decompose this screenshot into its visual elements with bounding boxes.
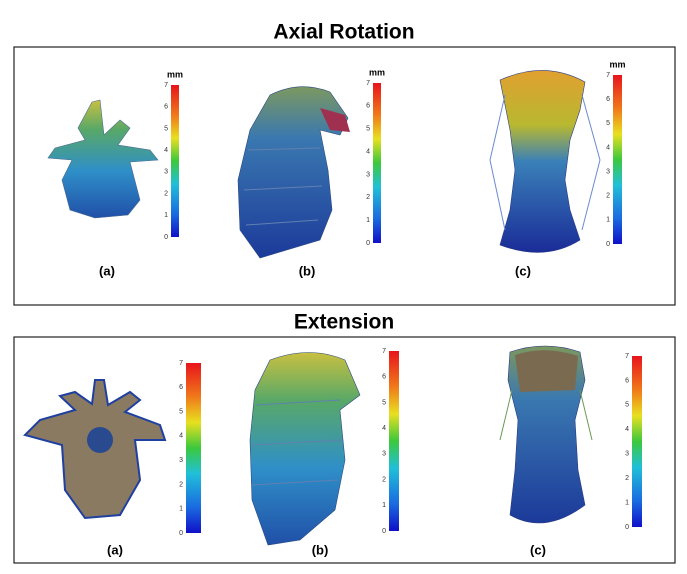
colorbar-tick-label: 5	[164, 125, 168, 132]
colorbar-tick-label: 4	[366, 148, 370, 155]
colorbar-tick-label: 6	[625, 377, 629, 384]
colorbar-tick-label: 3	[625, 451, 629, 458]
colorbar-tick-label: 3	[179, 457, 183, 464]
colorbar-tick-label: 3	[366, 171, 370, 178]
colorbar-tick-label: 7	[179, 360, 183, 367]
subfigure-label: (a)	[107, 542, 123, 557]
lumbar-side-view	[237, 86, 350, 259]
subfigure-label: (c)	[530, 542, 546, 557]
colorbar-unit: mm	[369, 67, 385, 77]
colorbar-tick-label: 3	[164, 169, 168, 176]
colorbar-tick-label: 6	[164, 104, 168, 111]
colorbar-tick-label: 1	[366, 217, 370, 224]
colorbar-tick-label: 6	[179, 384, 183, 391]
lumbar-back-view	[489, 70, 601, 253]
colorbar-tick-label: 5	[625, 402, 629, 409]
panel-frame	[13, 46, 676, 306]
colorbar-tick-label: 3	[382, 451, 386, 458]
subfigure-label: (c)	[515, 263, 531, 278]
colorbar-tick-label: 7	[366, 80, 370, 87]
colorbar	[171, 85, 179, 237]
colorbar-tick-label: 4	[625, 426, 629, 433]
colorbar-tick-label: 0	[164, 234, 168, 241]
colorbar-unit: mm	[167, 69, 183, 79]
colorbar-tick-label: 0	[366, 240, 370, 247]
lumbar-back-view	[499, 345, 593, 524]
colorbar-tick-label: 2	[164, 190, 168, 197]
colorbar-tick-label: 6	[366, 103, 370, 110]
colorbar-tick-label: 0	[382, 528, 386, 535]
colorbar-tick-label: 7	[382, 348, 386, 355]
colorbar-tick-label: 3	[606, 168, 610, 175]
colorbar	[632, 356, 642, 527]
colorbar-tick-label: 1	[382, 502, 386, 509]
panel-title: Extension	[294, 311, 394, 334]
colorbar-tick-label: 7	[164, 82, 168, 89]
subfigure-label: (b)	[299, 263, 316, 278]
colorbar-tick-label: 0	[625, 524, 629, 531]
colorbar-tick-label: 5	[606, 120, 610, 127]
lumbar-side-view	[249, 352, 361, 546]
colorbar-tick-label: 7	[606, 72, 610, 79]
colorbar	[186, 363, 201, 533]
vertebra-top-view	[47, 99, 159, 219]
colorbar-tick-label: 2	[625, 475, 629, 482]
panel-frame	[13, 336, 676, 564]
colorbar-tick-label: 7	[625, 353, 629, 360]
vertebra-top-view	[23, 379, 167, 520]
colorbar-tick-label: 1	[606, 217, 610, 224]
colorbar-tick-label: 2	[382, 476, 386, 483]
colorbar-tick-label: 2	[179, 481, 183, 488]
colorbar-tick-label: 5	[366, 126, 370, 133]
colorbar-tick-label: 2	[606, 193, 610, 200]
colorbar-tick-label: 5	[179, 408, 183, 415]
panel-title: Axial Rotation	[273, 21, 414, 44]
colorbar-tick-label: 1	[179, 506, 183, 513]
colorbar	[373, 83, 381, 243]
colorbar-tick-label: 4	[606, 144, 610, 151]
colorbar-tick-label: 4	[179, 433, 183, 440]
colorbar-tick-label: 6	[382, 374, 386, 381]
colorbar-tick-label: 5	[382, 399, 386, 406]
colorbar-unit: mm	[609, 59, 625, 69]
colorbar	[613, 75, 622, 244]
colorbar-tick-label: 1	[164, 212, 168, 219]
colorbar	[389, 351, 399, 531]
colorbar-tick-label: 6	[606, 96, 610, 103]
colorbar-tick-label: 0	[606, 241, 610, 248]
subfigure-label: (a)	[99, 263, 115, 278]
colorbar-tick-label: 4	[382, 425, 386, 432]
colorbar-tick-label: 1	[625, 499, 629, 506]
colorbar-tick-label: 2	[366, 194, 370, 201]
subfigure-label: (b)	[312, 542, 329, 557]
colorbar-tick-label: 0	[179, 530, 183, 537]
colorbar-tick-label: 4	[164, 147, 168, 154]
